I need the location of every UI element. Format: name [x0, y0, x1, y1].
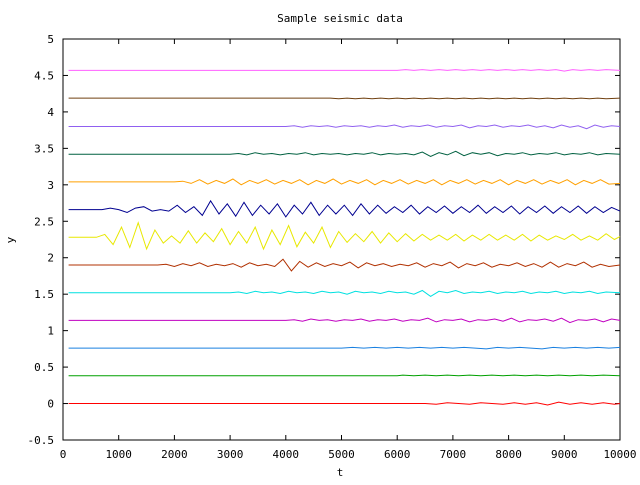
- series-line: [68, 178, 621, 186]
- y-tick-label: 1: [47, 325, 54, 338]
- series-line: [68, 150, 621, 157]
- x-tick-label: 3000: [217, 448, 244, 461]
- x-tick-label: 2000: [161, 448, 188, 461]
- y-tick-label: 4: [47, 106, 54, 119]
- x-tick-label: 7000: [440, 448, 467, 461]
- plot-frame: [62, 38, 621, 441]
- series-line: [68, 258, 621, 272]
- series-line: [68, 97, 621, 100]
- series-layer: [68, 69, 621, 406]
- x-tick-label: 4000: [273, 448, 300, 461]
- x-tick-label: 9000: [551, 448, 578, 461]
- series-line: [68, 289, 621, 297]
- series-line: [68, 69, 621, 72]
- y-tick-label: 4.5: [34, 69, 54, 82]
- x-tick-label: 0: [60, 448, 67, 461]
- y-tick-label: 2.5: [34, 215, 54, 228]
- y-tick-label: 2: [47, 252, 54, 265]
- series-line: [68, 401, 621, 406]
- series-line: [68, 221, 621, 251]
- series-line: [68, 199, 621, 218]
- y-tick-label: -0.5: [28, 434, 55, 447]
- y-tick-label: 0.5: [34, 361, 54, 374]
- x-tick-label: 6000: [384, 448, 411, 461]
- series-line: [68, 124, 621, 130]
- y-tick-label: 1.5: [34, 288, 54, 301]
- x-axis-ticks: 0 1000 2000 3000 4000 5000 6000 7000 8000 9000 100…: [60, 39, 637, 461]
- x-tick-label: 10000: [603, 448, 636, 461]
- y-axis-ticks: -0.5 0 0.5 1 1.5 2 2.5 3 3.5 4 4.5 5: [28, 33, 620, 447]
- series-line: [68, 374, 621, 377]
- y-tick-label: 3.5: [34, 142, 54, 155]
- x-tick-label: 5000: [328, 448, 355, 461]
- y-tick-label: 5: [47, 33, 54, 46]
- x-tick-label: 1000: [105, 448, 132, 461]
- y-tick-label: 0: [47, 398, 54, 411]
- series-line: [68, 317, 621, 324]
- chart-title: Sample seismic data: [277, 12, 403, 25]
- series-line: [68, 346, 621, 350]
- x-tick-label: 8000: [495, 448, 522, 461]
- x-axis-label: t: [337, 466, 344, 479]
- y-tick-label: 3: [47, 179, 54, 192]
- y-axis-label: y: [4, 236, 17, 243]
